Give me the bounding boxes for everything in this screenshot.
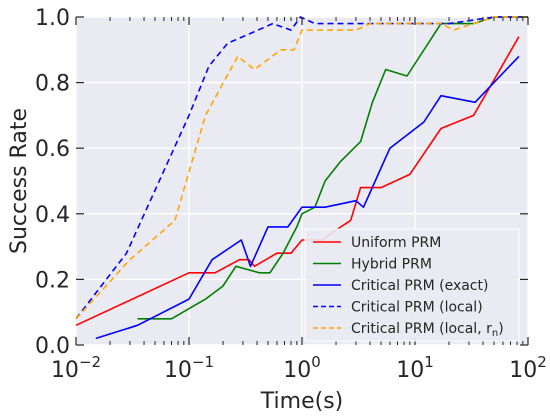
series-line: [75, 16, 528, 320]
x-tick-label: 10−1: [164, 353, 214, 383]
x-axis-label: Time(s): [260, 389, 343, 414]
y-tick-label: 1.0: [35, 6, 70, 31]
y-tick-label: 0.4: [35, 203, 70, 228]
series-line: [95, 55, 520, 340]
legend: Uniform PRM Hybrid PRM Critical PRM (exact…: [304, 228, 520, 342]
y-tick-label: 0.2: [35, 268, 70, 293]
y-tick-label: 0.8: [35, 72, 70, 97]
x-tick-label: 10−2: [51, 353, 101, 383]
x-tick-label: 102: [509, 353, 547, 383]
x-tick-label: 100: [283, 353, 321, 383]
legend-label: Uniform PRM: [351, 235, 441, 251]
series-line: [75, 16, 528, 320]
legend-label: Critical PRM (exact): [351, 278, 488, 294]
legend-label: Critical PRM (local): [351, 300, 483, 316]
y-tick-label: 0.6: [35, 137, 70, 162]
y-axis-label: Success Rate: [7, 108, 32, 254]
legend-label: Hybrid PRM: [351, 257, 432, 273]
x-tick-label: 101: [396, 353, 434, 383]
ticks: 10−2 10−1 100 101 102 0.0 0.2 0.4 0.6 0.8 1.0: [35, 6, 547, 383]
legend-label: Critical PRM (local, rn): [351, 321, 504, 339]
y-tick-label: 0.0: [35, 334, 70, 359]
